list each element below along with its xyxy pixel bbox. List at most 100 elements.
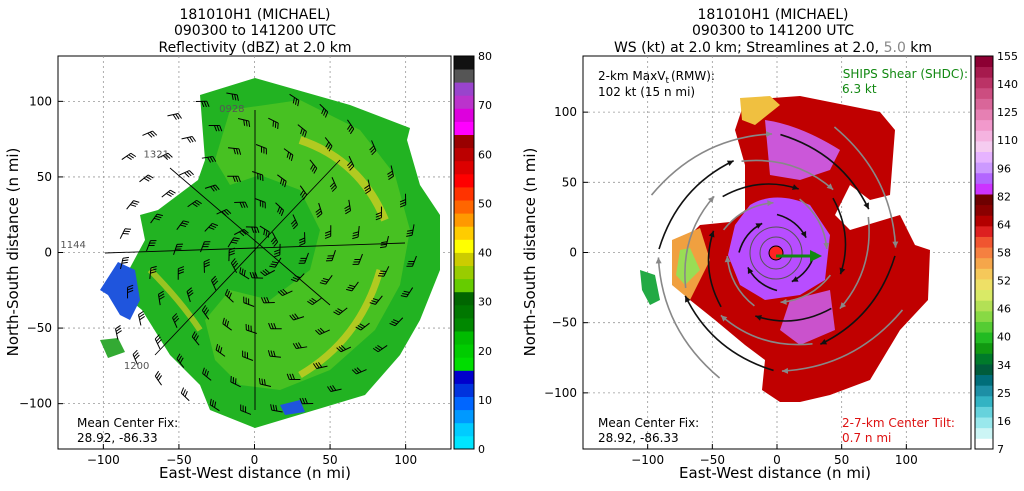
colorbar-segment	[454, 213, 474, 227]
colorbar-segment	[975, 279, 993, 290]
colorbar-tick-label: 40	[478, 247, 492, 260]
colorbar-segment	[975, 173, 993, 184]
colorbar-segment	[975, 183, 993, 194]
y-tick-label: 0	[44, 246, 52, 260]
colorbar-segment	[975, 322, 993, 333]
colorbar-segment	[975, 396, 993, 407]
x-tick-label: 100	[394, 453, 417, 467]
colorbar-segment	[975, 88, 993, 99]
colorbar-segment	[454, 397, 474, 411]
y-tick-label: −50	[552, 316, 577, 330]
right-title-line-1: 181010H1 (MICHAEL)	[698, 7, 849, 23]
right-x-axis-label: East-West distance (n mi)	[679, 464, 871, 482]
colorbar-segment	[975, 385, 993, 396]
colorbar-tick-label: 140	[997, 78, 1018, 91]
radial-leg-label: 1321	[144, 149, 169, 160]
colorbar-segment	[975, 226, 993, 237]
colorbar-segment	[454, 292, 474, 306]
y-tick-label: −50	[27, 321, 52, 335]
colorbar-segment	[975, 290, 993, 301]
colorbar-segment	[975, 247, 993, 258]
colorbar-segment	[975, 417, 993, 428]
colorbar-segment	[454, 56, 474, 70]
right-title-line-3: WS (kt) at 2.0 km; Streamlines at 2.0, 5…	[614, 40, 932, 56]
y-tick-label: −100	[19, 397, 52, 411]
left-y-axis-label: North-South distance (n mi)	[4, 148, 22, 357]
right-plot-area: 2-km MaxVt(RMW): 102 kt (15 n mi) SHIPS …	[583, 56, 971, 449]
colorbar-segment	[454, 410, 474, 424]
left-title-line-2: 090300 to 141200 UTC	[174, 23, 336, 39]
colorbar-segment	[975, 120, 993, 131]
colorbar-segment	[975, 56, 993, 67]
ships-shear-label: SHIPS Shear (SHDC):	[843, 67, 968, 81]
colorbar-segment	[975, 428, 993, 439]
y-tick-label: 100	[29, 94, 52, 108]
colorbar-segment	[454, 436, 474, 450]
left-colorbar	[454, 56, 474, 449]
colorbar-tick-label: 64	[997, 218, 1011, 231]
colorbar-tick-label: 25	[997, 387, 1011, 400]
colorbar-tick-label: 0	[478, 443, 485, 456]
colorbar-segment	[454, 266, 474, 280]
colorbar-tick-label: 52	[997, 275, 1011, 288]
max-wind-value: 102 kt (15 n mi)	[598, 85, 695, 99]
colorbar-segment	[454, 253, 474, 267]
left-title-line-1: 181010H1 (MICHAEL)	[180, 7, 331, 23]
x-tick-label: −100	[631, 453, 664, 467]
colorbar-segment	[454, 135, 474, 149]
colorbar-segment	[975, 343, 993, 354]
left-x-axis-label: East-West distance (n mi)	[159, 464, 351, 482]
y-tick-label: 50	[37, 170, 52, 184]
colorbar-segment	[454, 279, 474, 293]
radial-leg-label: 1144	[60, 240, 85, 251]
colorbar-segment	[454, 69, 474, 83]
colorbar-tick-label: 10	[478, 394, 492, 407]
colorbar-segment	[975, 141, 993, 152]
left-panel: 181010H1 (MICHAEL) 090300 to 141200 UTC …	[4, 7, 492, 482]
colorbar-tick-label: 96	[997, 162, 1011, 175]
left-center-fix-value: 28.92, -86.33	[77, 431, 158, 445]
colorbar-segment	[975, 407, 993, 418]
colorbar-segment	[975, 194, 993, 205]
colorbar-tick-label: 40	[997, 331, 1011, 344]
colorbar-segment	[454, 174, 474, 188]
colorbar-tick-label: 16	[997, 415, 1011, 428]
colorbar-segment	[975, 98, 993, 109]
colorbar-segment	[454, 344, 474, 358]
right-colorbar	[975, 56, 993, 449]
x-tick-label: −100	[87, 453, 120, 467]
left-center-fix-label: Mean Center Fix:	[77, 416, 178, 430]
colorbar-tick-label: 60	[478, 148, 492, 161]
y-tick-label: −100	[544, 386, 577, 400]
right-center-fix-value: 28.92, -86.33	[598, 431, 679, 445]
colorbar-tick-label: 7	[997, 443, 1004, 456]
colorbar-segment	[975, 353, 993, 364]
colorbar-segment	[975, 237, 993, 248]
colorbar-segment	[454, 108, 474, 122]
right-title-line-3-suffix: km	[906, 40, 932, 56]
ships-shear-value: 6.3 kt	[842, 82, 877, 96]
colorbar-tick-label: 155	[997, 50, 1018, 63]
colorbar-tick-label: 110	[997, 134, 1018, 147]
colorbar-tick-label: 50	[478, 197, 492, 210]
y-tick-label: 50	[562, 175, 577, 189]
colorbar-tick-label: 46	[997, 303, 1011, 316]
colorbar-segment	[454, 318, 474, 332]
colorbar-tick-label: 34	[997, 359, 1011, 372]
colorbar-segment	[454, 357, 474, 371]
colorbar-tick-label: 58	[997, 247, 1011, 260]
colorbar-segment	[454, 423, 474, 437]
right-title-line-3-gray: 5.0	[884, 40, 906, 56]
colorbar-segment	[454, 331, 474, 345]
colorbar-tick-label: 82	[997, 190, 1011, 203]
storm-center-marker	[769, 246, 783, 260]
colorbar-tick-label: 20	[478, 345, 492, 358]
colorbar-segment	[975, 205, 993, 216]
radial-leg-label: 0928	[219, 104, 244, 115]
colorbar-segment	[454, 226, 474, 240]
colorbar-segment	[454, 384, 474, 398]
colorbar-segment	[454, 95, 474, 109]
